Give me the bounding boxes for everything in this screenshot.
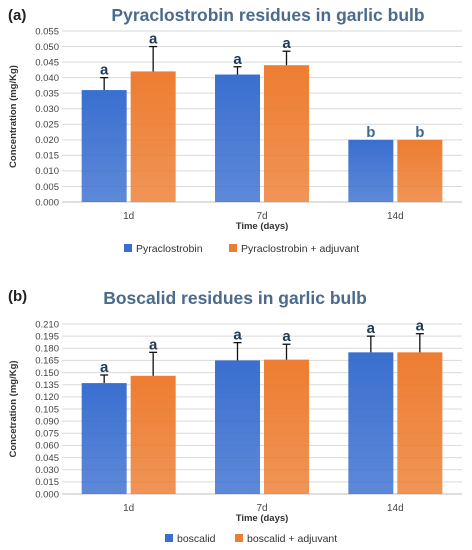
y-tick-label: 0.055 [35, 26, 59, 37]
y-tick-label: 0.120 [35, 392, 59, 403]
bar-boscalid-plus-adjuvant-1d [130, 375, 176, 494]
x-tick-label: 14d [387, 503, 404, 514]
y-tick-label: 0.075 [35, 429, 59, 440]
y-tick-label: 0.060 [35, 441, 59, 452]
bar-pyraclostrobin-plus-adjuvant-14d [397, 139, 443, 202]
y-axis-title: Concentration (mg/Kg) [8, 65, 19, 168]
y-tick-label: 0.010 [35, 166, 59, 177]
significance-letter: a [416, 318, 425, 335]
chart-title: Boscalid residues in garlic bulb [103, 288, 367, 308]
panel-label: (a) [8, 7, 26, 24]
bar-boscalid-plus-adjuvant-7d [264, 359, 309, 494]
significance-letter: b [366, 124, 375, 141]
y-tick-label: 0.035 [35, 88, 59, 99]
bar-pyraclostrobin-1d [81, 90, 127, 202]
bar-boscalid-7d [215, 360, 260, 494]
bar-boscalid-plus-adjuvant-14d [397, 352, 443, 494]
bar-pyraclostrobin-14d [348, 139, 394, 202]
y-axis-title: Concetration (mg/Kg) [8, 360, 19, 457]
significance-letter: a [282, 328, 291, 345]
x-tick-label: 7d [256, 211, 267, 222]
chart-panel-0: (a) Pyraclostrobin residues in garlic bul… [8, 5, 462, 255]
bar-pyraclostrobin-plus-adjuvant-1d [130, 71, 176, 202]
y-tick-label: 0.045 [35, 453, 59, 464]
bar-pyraclostrobin-7d [215, 74, 260, 202]
legend-label: boscalid [177, 533, 216, 545]
y-tick-label: 0.045 [35, 57, 59, 68]
y-tick-label: 0.020 [35, 135, 59, 146]
legend-label: boscalid + adjuvant [247, 533, 337, 545]
bar-pyraclostrobin-plus-adjuvant-7d [264, 65, 309, 202]
bar-boscalid-14d [348, 352, 394, 494]
y-tick-label: 0.000 [35, 197, 59, 208]
x-tick-label: 1d [123, 211, 134, 222]
y-tick-label: 0.150 [35, 368, 59, 379]
bar-boscalid-1d [81, 383, 127, 494]
legend-swatch [165, 534, 173, 542]
x-axis-title: Time (days) [236, 513, 289, 524]
significance-letter: a [233, 327, 242, 344]
x-axis-title: Time (days) [236, 221, 289, 232]
y-tick-label: 0.135 [35, 380, 59, 391]
y-tick-label: 0.165 [35, 356, 59, 367]
significance-letter: a [282, 35, 291, 52]
x-tick-label: 14d [387, 211, 404, 222]
y-tick-label: 0.015 [35, 477, 59, 488]
legend-label: Pyraclostrobin + adjuvant [241, 243, 359, 255]
legend-swatch [229, 244, 237, 252]
significance-letter: a [100, 359, 109, 376]
y-tick-label: 0.040 [35, 73, 59, 84]
y-tick-label: 0.025 [35, 120, 59, 131]
significance-letter: a [100, 62, 109, 79]
x-tick-label: 7d [256, 503, 267, 514]
y-tick-label: 0.005 [35, 182, 59, 193]
significance-letter: a [149, 336, 158, 353]
legend-label: Pyraclostrobin [136, 243, 203, 255]
y-tick-label: 0.050 [35, 42, 59, 53]
significance-letter: a [149, 31, 158, 48]
y-tick-label: 0.210 [35, 319, 59, 330]
y-tick-label: 0.105 [35, 404, 59, 415]
y-tick-label: 0.090 [35, 416, 59, 427]
x-tick-label: 1d [123, 503, 134, 514]
y-tick-label: 0.195 [35, 331, 59, 342]
y-tick-label: 0.180 [35, 344, 59, 355]
y-tick-label: 0.015 [35, 151, 59, 162]
chart-title: Pyraclostrobin residues in garlic bulb [111, 5, 424, 25]
chart-panel-1: (b) Boscalid residues in garlic bulb 0.000… [8, 288, 462, 545]
legend-swatch [124, 244, 132, 252]
y-tick-label: 0.030 [35, 104, 59, 115]
significance-letter: a [233, 51, 242, 68]
legend-swatch [235, 534, 243, 542]
significance-letter: b [415, 124, 424, 141]
significance-letter: a [367, 320, 376, 337]
y-tick-label: 0.030 [35, 465, 59, 476]
y-tick-label: 0.000 [35, 489, 59, 500]
panel-label: (b) [8, 288, 27, 305]
